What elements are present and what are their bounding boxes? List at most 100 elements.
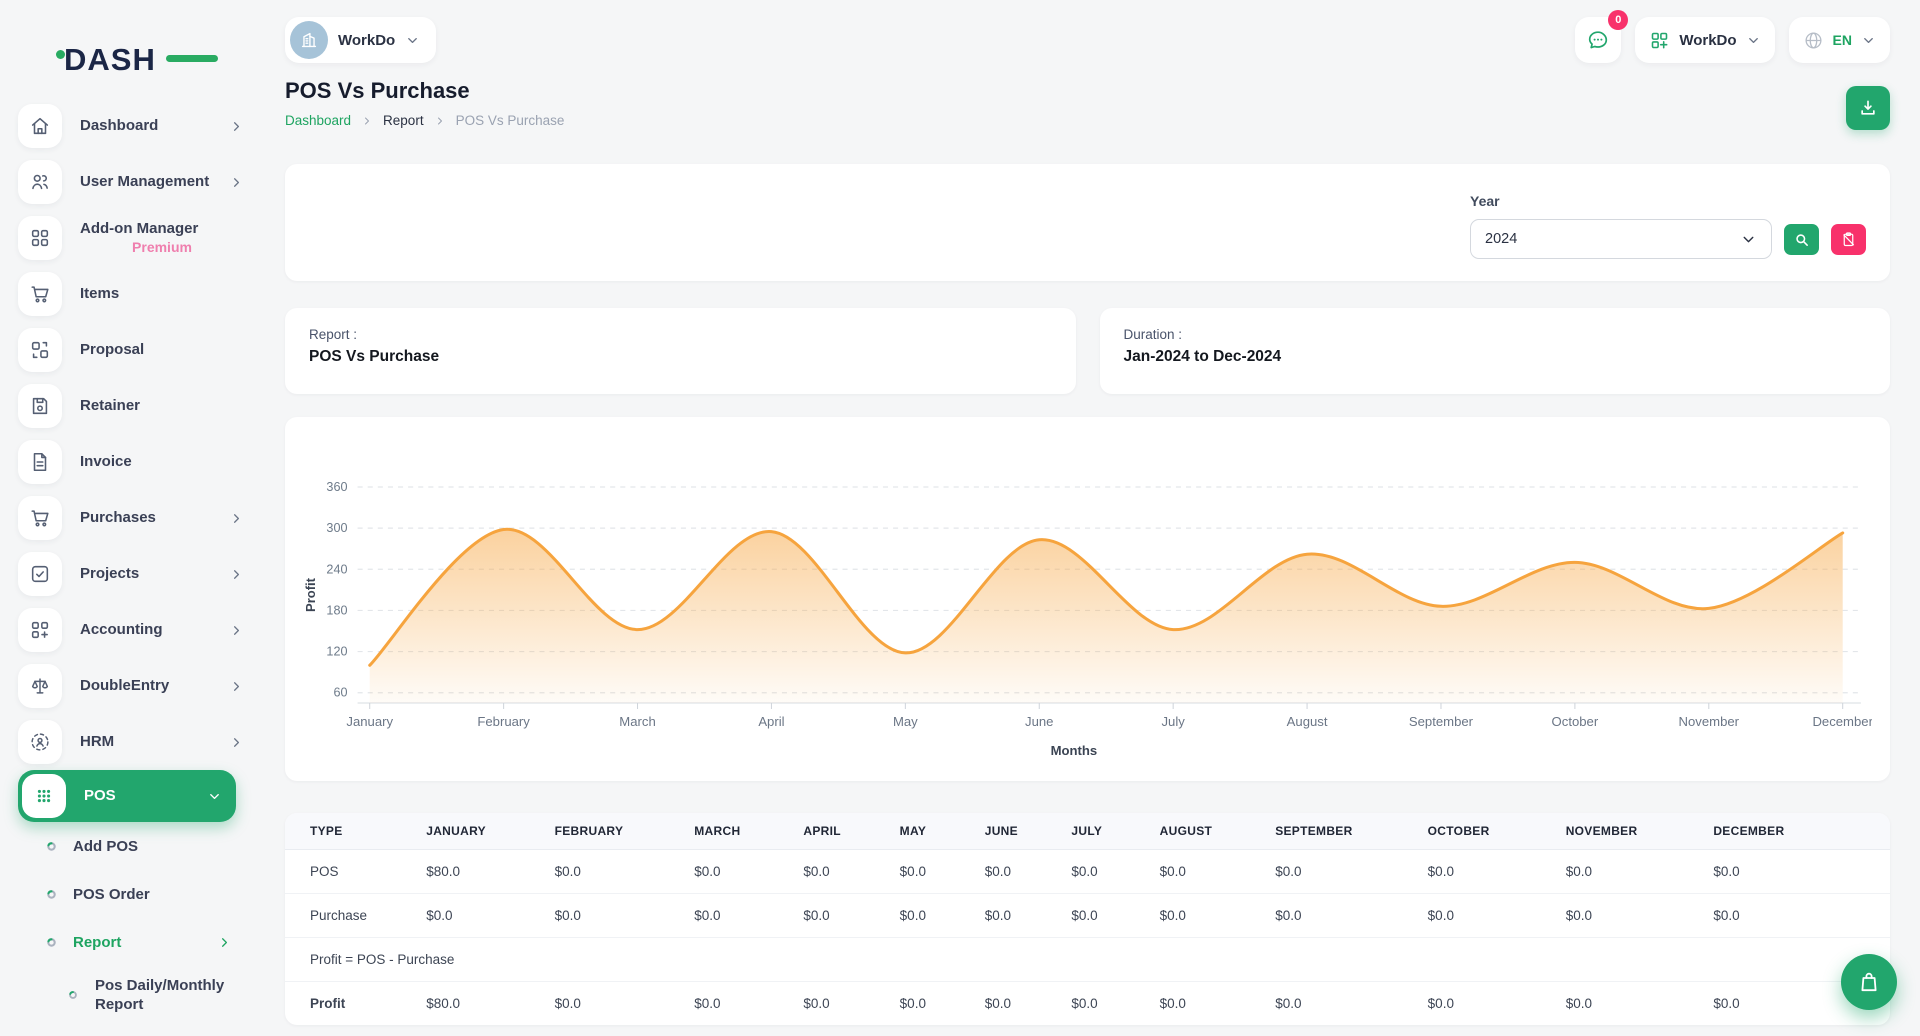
- sidebar-item-hrm[interactable]: HRM: [18, 714, 260, 770]
- cell-value: $0.0: [1275, 850, 1427, 894]
- home-icon: [18, 104, 62, 148]
- sidebar-subitem-pos-order[interactable]: POS Order: [18, 870, 260, 918]
- cell-value: $0.0: [803, 982, 899, 1026]
- sidebar: DASH DashboardUser ManagementAdd-on Mana…: [0, 0, 260, 1036]
- chevron-down-icon: [1861, 33, 1876, 48]
- chevron-right-icon: [229, 735, 244, 750]
- sidebar-item-doubleentry[interactable]: DoubleEntry: [18, 658, 260, 714]
- sidebar-subitem-pos-daily-monthly-report[interactable]: Pos Daily/Monthly Report: [18, 966, 260, 1018]
- svg-text:September: September: [1409, 714, 1474, 729]
- company-avatar: [290, 21, 328, 59]
- sidebar-item-label: Purchases: [80, 509, 229, 528]
- sidebar-item-purchases[interactable]: Purchases: [18, 490, 260, 546]
- chevron-right-icon: [229, 511, 244, 526]
- year-select[interactable]: 2024: [1470, 219, 1772, 259]
- app-logo[interactable]: DASH: [18, 22, 260, 98]
- cell-value: $0.0: [694, 982, 803, 1026]
- column-header: FEBRUARY: [555, 813, 695, 850]
- sidebar-item-label: Invoice: [80, 453, 244, 472]
- year-select-value: 2024: [1485, 231, 1517, 247]
- report-table: TYPEJANUARYFEBRUARYMARCHAPRILMAYJUNEJULY…: [285, 813, 1890, 1025]
- cell-value: $0.0: [1713, 850, 1890, 894]
- grid-plus-icon: [1649, 30, 1670, 51]
- messages-button[interactable]: 0: [1575, 17, 1621, 63]
- premium-badge: Premium: [80, 239, 244, 257]
- duration-card: Duration : Jan-2024 to Dec-2024: [1100, 308, 1891, 394]
- cart-icon: [18, 496, 62, 540]
- users-icon: [18, 160, 62, 204]
- cell-value: $0.0: [1566, 894, 1714, 938]
- svg-text:June: June: [1025, 714, 1053, 729]
- sidebar-item-label: DoubleEntry: [80, 677, 229, 696]
- row-type: POS: [285, 850, 426, 894]
- year-label: Year: [1470, 193, 1772, 209]
- cell-value: $0.0: [555, 894, 695, 938]
- sidebar-item-invoice[interactable]: Invoice: [18, 434, 260, 490]
- sidebar-subitem-label: POS Order: [73, 886, 232, 903]
- company-name: WorkDo: [338, 32, 395, 49]
- report-card: Report : POS Vs Purchase: [285, 308, 1076, 394]
- sidebar-item-add-on-manager[interactable]: Add-on ManagerPremium: [18, 210, 260, 266]
- breadcrumb-report[interactable]: Report: [383, 113, 424, 128]
- pos-cart-fab[interactable]: [1841, 954, 1897, 1010]
- svg-text:May: May: [893, 714, 918, 729]
- chevron-right-icon: [229, 679, 244, 694]
- chevron-right-icon: [229, 623, 244, 638]
- breadcrumb-pos-vs-purchase: POS Vs Purchase: [456, 113, 565, 128]
- sidebar-item-pos[interactable]: POS: [18, 770, 236, 822]
- sidebar-subitem-label: Pos Daily/Monthly Report: [95, 976, 232, 1015]
- cell-value: $0.0: [1428, 894, 1566, 938]
- svg-text:November: November: [1679, 714, 1740, 729]
- sidebar-subitem-report[interactable]: Report: [18, 918, 260, 966]
- cell-value: $0.0: [1160, 850, 1276, 894]
- profit-total-row: Profit$80.0$0.0$0.0$0.0$0.0$0.0$0.0$0.0$…: [285, 982, 1890, 1026]
- sidebar-item-label: POS: [84, 787, 207, 806]
- chevron-right-icon: [229, 119, 244, 134]
- cell-value: $0.0: [694, 850, 803, 894]
- cell-value: $0.0: [803, 850, 899, 894]
- cell-value: $0.0: [555, 982, 695, 1026]
- sidebar-item-projects[interactable]: Projects: [18, 546, 260, 602]
- language-selector[interactable]: EN: [1789, 17, 1890, 63]
- report-table-card: TYPEJANUARYFEBRUARYMARCHAPRILMAYJUNEJULY…: [285, 813, 1890, 1025]
- column-header: MAY: [900, 813, 985, 850]
- globe-icon: [1803, 30, 1824, 51]
- sidebar-subitem-label: Add POS: [73, 838, 232, 855]
- proposal-icon: [18, 328, 62, 372]
- svg-text:October: October: [1552, 714, 1599, 729]
- reset-filter-button[interactable]: [1831, 224, 1866, 255]
- table-header: TYPEJANUARYFEBRUARYMARCHAPRILMAYJUNEJULY…: [285, 813, 1890, 850]
- breadcrumb: Dashboard Report POS Vs Purchase: [285, 113, 564, 128]
- topbar: WorkDo 0 WorkDo EN: [285, 0, 1890, 72]
- workdo-menu-button[interactable]: WorkDo: [1635, 17, 1774, 63]
- sidebar-item-accounting[interactable]: Accounting: [18, 602, 260, 658]
- cell-value: $0.0: [1428, 850, 1566, 894]
- sidebar-item-user-management[interactable]: User Management: [18, 154, 260, 210]
- svg-text:240: 240: [326, 562, 347, 576]
- search-button[interactable]: [1784, 224, 1819, 255]
- sidebar-subitem-add-pos[interactable]: Add POS: [18, 822, 260, 870]
- column-header: JULY: [1071, 813, 1159, 850]
- sidebar-item-proposal[interactable]: Proposal: [18, 322, 260, 378]
- column-header: AUGUST: [1160, 813, 1276, 850]
- bullet-ring-icon: [68, 990, 79, 1000]
- sidebar-item-items[interactable]: Items: [18, 266, 260, 322]
- sidebar-item-label: Items: [80, 285, 244, 304]
- language-label: EN: [1833, 32, 1852, 48]
- sidebar-item-label: Accounting: [80, 621, 229, 640]
- cell-value: $0.0: [803, 894, 899, 938]
- svg-text:60: 60: [333, 686, 347, 700]
- sidebar-item-dashboard[interactable]: Dashboard: [18, 98, 260, 154]
- sidebar-item-retainer[interactable]: Retainer: [18, 378, 260, 434]
- cell-value: $0.0: [1071, 982, 1159, 1026]
- column-header: OCTOBER: [1428, 813, 1566, 850]
- column-header: TYPE: [285, 813, 426, 850]
- download-button[interactable]: [1846, 86, 1890, 130]
- company-selector[interactable]: WorkDo: [285, 17, 436, 63]
- svg-text:Months: Months: [1051, 743, 1098, 758]
- logo-bar-accent: [166, 55, 218, 62]
- pos-grid-icon: [22, 774, 66, 818]
- cell-value: $0.0: [985, 894, 1072, 938]
- breadcrumb-dashboard[interactable]: Dashboard: [285, 113, 351, 128]
- column-header: DECEMBER: [1713, 813, 1890, 850]
